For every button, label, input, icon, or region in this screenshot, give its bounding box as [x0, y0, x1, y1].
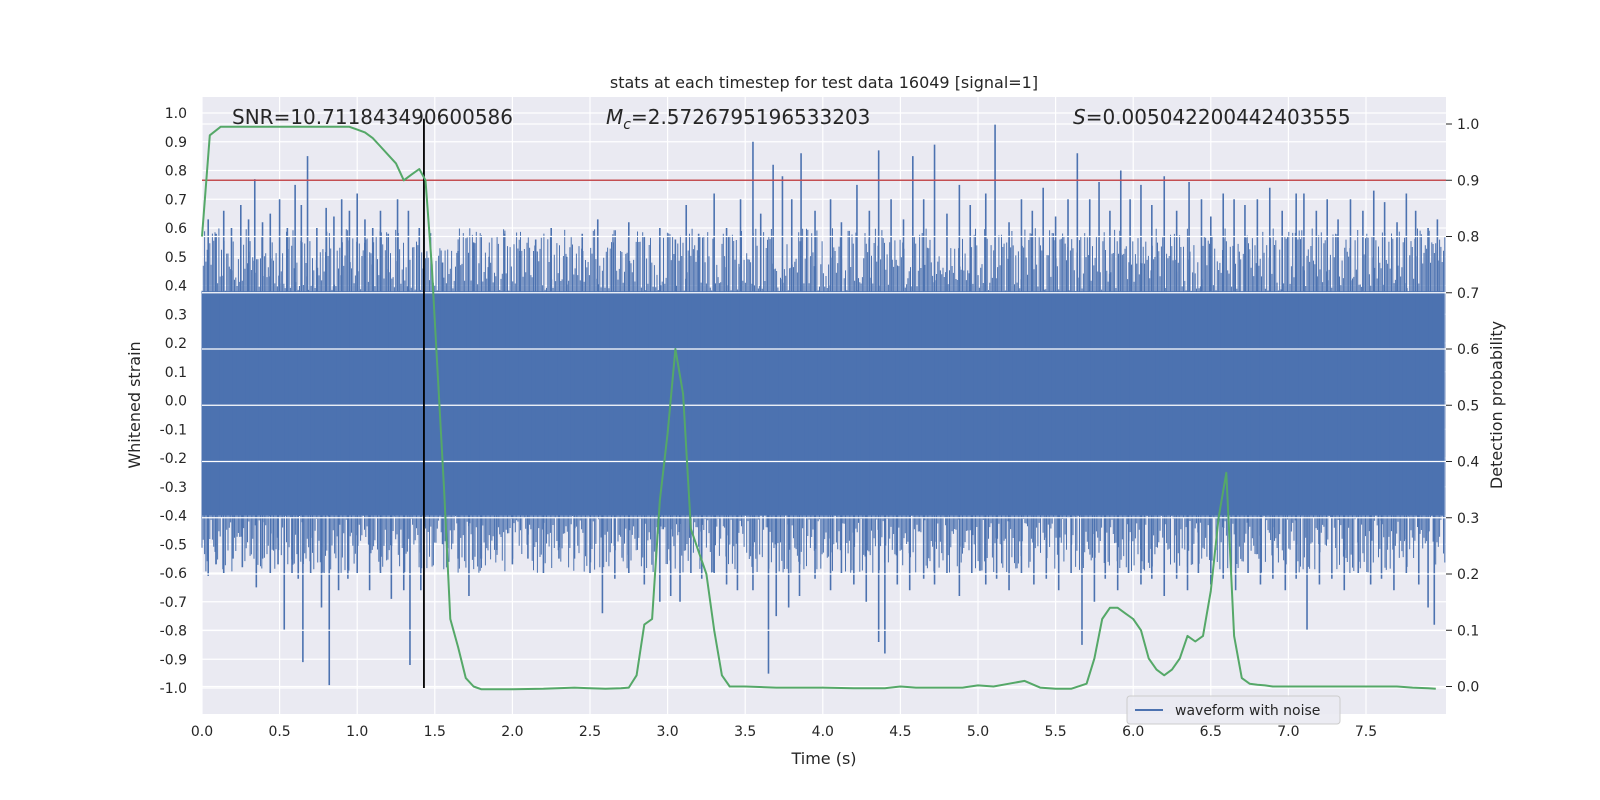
x-tick-label: 6.5	[1200, 724, 1222, 740]
x-tick-label: 1.5	[424, 724, 446, 740]
overlay-layer	[201, 118, 1446, 691]
x-tick-label: 2.0	[501, 724, 523, 740]
x-tick-label: 7.5	[1355, 724, 1377, 740]
y-right-tick-label: 1.0	[1457, 117, 1479, 133]
y-left-tick-label: 1.0	[165, 106, 187, 122]
x-tick-label: 0.0	[191, 724, 213, 740]
x-tick-label: 6.0	[1122, 724, 1144, 740]
y-left-tick-label: 0.0	[165, 394, 187, 410]
x-tick-label: 3.0	[656, 724, 678, 740]
y-left-tick-label: -0.6	[160, 566, 187, 582]
snr-value: =10.711843490600586	[274, 105, 513, 129]
chart-title: stats at each timestep for test data 160…	[610, 73, 1038, 92]
x-tick-label: 7.0	[1277, 724, 1299, 740]
y-left-tick-label: 0.2	[165, 336, 187, 352]
x-tick-label: 5.5	[1044, 724, 1066, 740]
x-tick-label: 5.0	[967, 724, 989, 740]
chirp-mass-annotation: Mc=2.5726795196533203	[606, 105, 870, 133]
legend-box	[1126, 695, 1341, 725]
x-tick-label: 1.0	[346, 724, 368, 740]
y-right-tick-label: 0.4	[1457, 455, 1479, 471]
legend: waveform with noise	[1126, 695, 1341, 725]
y-left-tick-label: 0.1	[165, 365, 187, 381]
s-value: =0.005042200442403555	[1086, 105, 1351, 129]
x-tick-label: 0.5	[268, 724, 290, 740]
x-tick-label: 4.0	[812, 724, 834, 740]
y-right-tick-label: 0.3	[1457, 511, 1479, 527]
y-left-tick-label: 0.3	[165, 307, 187, 323]
y-left-tick-label: 0.9	[165, 135, 187, 151]
x-tick-label: 2.5	[579, 724, 601, 740]
chirp-mass-symbol: M	[606, 105, 623, 129]
y-left-tick-label: -0.7	[160, 595, 187, 611]
y-left-tick-label: -0.2	[160, 451, 187, 467]
y-right-tick-label: 0.6	[1457, 342, 1479, 358]
y-right-tick-label: 0.2	[1457, 567, 1479, 583]
y-left-tick-label: 0.8	[165, 164, 187, 180]
y-right-tick-label: 0.5	[1457, 398, 1479, 414]
y-right-tick-label: 0.0	[1457, 680, 1479, 696]
y-left-tick-label: 0.4	[165, 279, 187, 295]
y-right-tick-label: 0.9	[1457, 173, 1479, 189]
legend-label: waveform with noise	[1175, 703, 1320, 719]
y-left-tick-label: -0.8	[160, 624, 187, 640]
y-right-tick-label: 0.7	[1457, 286, 1479, 302]
x-tick-label: 4.5	[889, 724, 911, 740]
y-left-tick-label: -0.1	[160, 422, 187, 438]
y-right-tick-label: 0.8	[1457, 230, 1479, 246]
y-left-tick-label: -0.4	[160, 509, 187, 525]
y-left-tick-label: -1.0	[160, 681, 187, 697]
y-right-tick-label: 0.1	[1457, 623, 1479, 639]
s-symbol: S	[1073, 105, 1086, 129]
y-left-tick-label: -0.9	[160, 652, 187, 668]
grid-overlay	[202, 123, 1446, 688]
y-left-tick-label: -0.5	[160, 537, 187, 553]
y-left-tick-label: 0.7	[165, 192, 187, 208]
detection-probability-line	[201, 125, 1436, 691]
snr-annotation: SNR=10.711843490600586	[232, 105, 513, 129]
x-axis-label: Time (s)	[790, 749, 856, 768]
y-axis-right-label: Detection probability	[1487, 321, 1506, 489]
y-left-tick-label: -0.3	[160, 480, 187, 496]
chirp-mass-subscript: c	[623, 117, 631, 133]
s-annotation: S=0.005042200442403555	[1073, 105, 1351, 129]
x-tick-label: 3.5	[734, 724, 756, 740]
chirp-mass-value: =2.5726795196533203	[631, 105, 870, 129]
axes-layer: 0.0 0.5 1.0 1.5 2.0 2.5 3.0 3.5 4.0 4.5 5.0 5.5 6.0 6…	[160, 106, 1480, 740]
waveform-series	[201, 124, 1446, 686]
snr-label: SNR	[232, 105, 274, 129]
y-left-tick-label: 0.5	[165, 250, 187, 266]
y-left-tick-label: 0.6	[165, 221, 187, 237]
y-axis-left-label: Whitened strain	[125, 341, 144, 468]
